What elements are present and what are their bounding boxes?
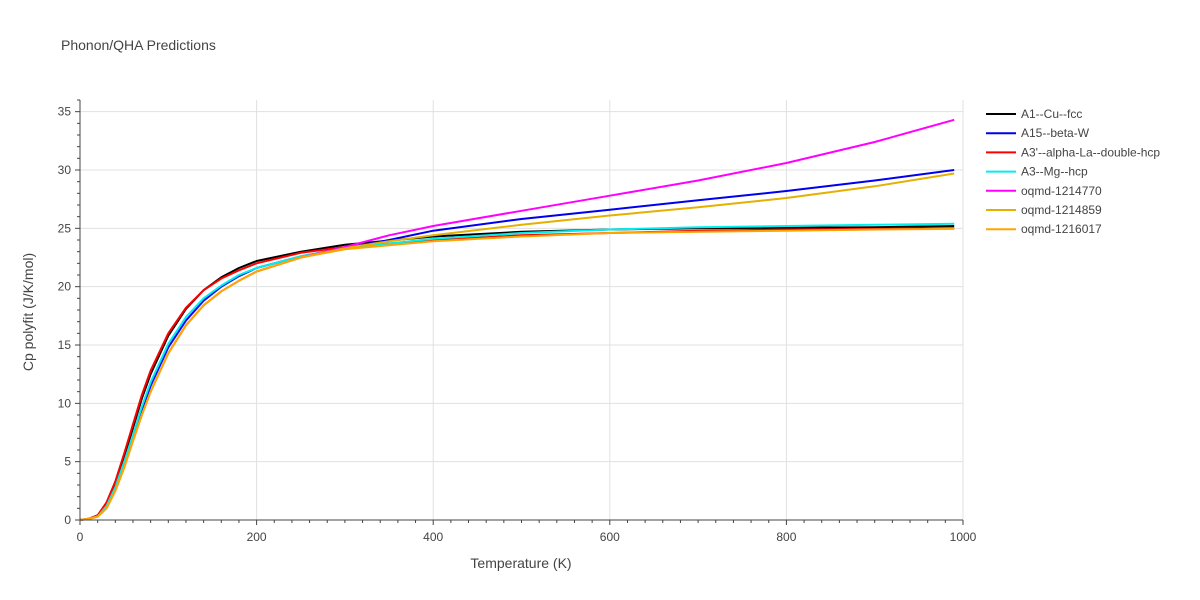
y-tick-label: 30	[58, 163, 72, 177]
series-line-2	[79, 227, 955, 521]
legend-label-3[interactable]: A3--Mg--hcp	[1021, 165, 1088, 179]
y-tick-label: 15	[58, 338, 72, 352]
legend-label-6[interactable]: oqmd-1216017	[1021, 222, 1102, 236]
legend-label-0[interactable]: A1--Cu--fcc	[1021, 107, 1082, 121]
y-axis-title: Cp polyfit (J/K/mol)	[20, 253, 36, 371]
legend-label-1[interactable]: A15--beta-W	[1021, 126, 1090, 140]
x-tick-label: 1000	[950, 530, 977, 544]
x-tick-label: 0	[77, 530, 84, 544]
axes: 0 200 400 600 800 1000 0 5 10 15 20 25 30 35	[58, 99, 977, 544]
x-axis-title: Temperature (K)	[470, 555, 571, 571]
y-tick-label: 0	[64, 513, 71, 527]
legend-label-2[interactable]: A3'--alpha-La--double-hcp	[1021, 145, 1160, 159]
y-tick-label: 25	[58, 221, 72, 235]
x-tick-label: 800	[776, 530, 796, 544]
series-line-3	[79, 222, 955, 521]
chart-title: Phonon/QHA Predictions	[61, 37, 216, 53]
x-tick-label: 600	[600, 530, 620, 544]
series-line-6	[79, 227, 955, 521]
y-tick-label: 5	[64, 455, 71, 469]
grid	[80, 100, 964, 520]
x-tick-label: 200	[247, 530, 267, 544]
x-tick-label: 400	[423, 530, 443, 544]
y-tick-label: 35	[58, 105, 72, 119]
y-tick-label: 20	[58, 280, 72, 294]
series-line-0	[79, 225, 955, 521]
y-tick-label: 10	[58, 396, 72, 410]
legend: A1--Cu--fcc A15--beta-W A3'--alpha-La--dou…	[986, 107, 1160, 236]
series-line-4	[79, 118, 955, 521]
series-group	[79, 118, 955, 521]
legend-label-4[interactable]: oqmd-1214770	[1021, 184, 1102, 198]
legend-label-5[interactable]: oqmd-1214859	[1021, 203, 1102, 217]
